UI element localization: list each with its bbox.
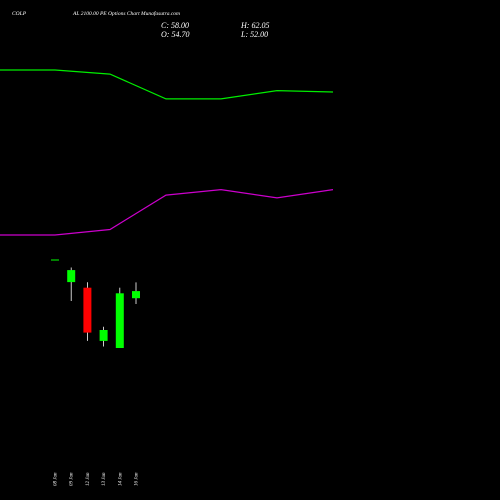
close-value: C: 58.00: [161, 21, 189, 30]
candle-13-jan: [99, 326, 108, 347]
chart-symbol: COLP: [12, 11, 27, 17]
x-tick-label: 09 Jan: [70, 472, 75, 486]
high-value: H: 62.05: [240, 21, 269, 30]
candles-group: [51, 259, 140, 348]
candle-12-jan: [83, 282, 92, 341]
low-value: L: 52.00: [240, 30, 268, 39]
candle-body: [67, 270, 76, 283]
candle-body: [99, 330, 108, 341]
x-tick-label: 12 Jan: [86, 472, 91, 486]
lower-band-line: [0, 188, 334, 236]
candle-body: [115, 293, 124, 348]
candle-body: [83, 287, 92, 333]
x-tick-label: 08 Jan: [54, 472, 59, 486]
x-tick-label: 14 Jan: [118, 472, 123, 486]
open-value: O: 54.70: [161, 30, 189, 39]
candle-14-jan: [115, 287, 124, 348]
x-tick-label: 16 Jan: [135, 472, 140, 486]
x-tick-label: 13 Jan: [102, 472, 107, 486]
x-tick-labels: 08 Jan 09 Jan 12 Jan 13 Jan 14 Jan 16 Jan: [54, 472, 140, 486]
band-lines: [0, 69, 334, 236]
candle-16-jan: [132, 282, 140, 304]
upper-band-line: [0, 69, 334, 100]
candle-body: [132, 291, 140, 299]
candle-09-jan: [67, 267, 76, 301]
chart-title: AL 2100.00 PE Options Chart Munafasutra.…: [72, 10, 180, 17]
